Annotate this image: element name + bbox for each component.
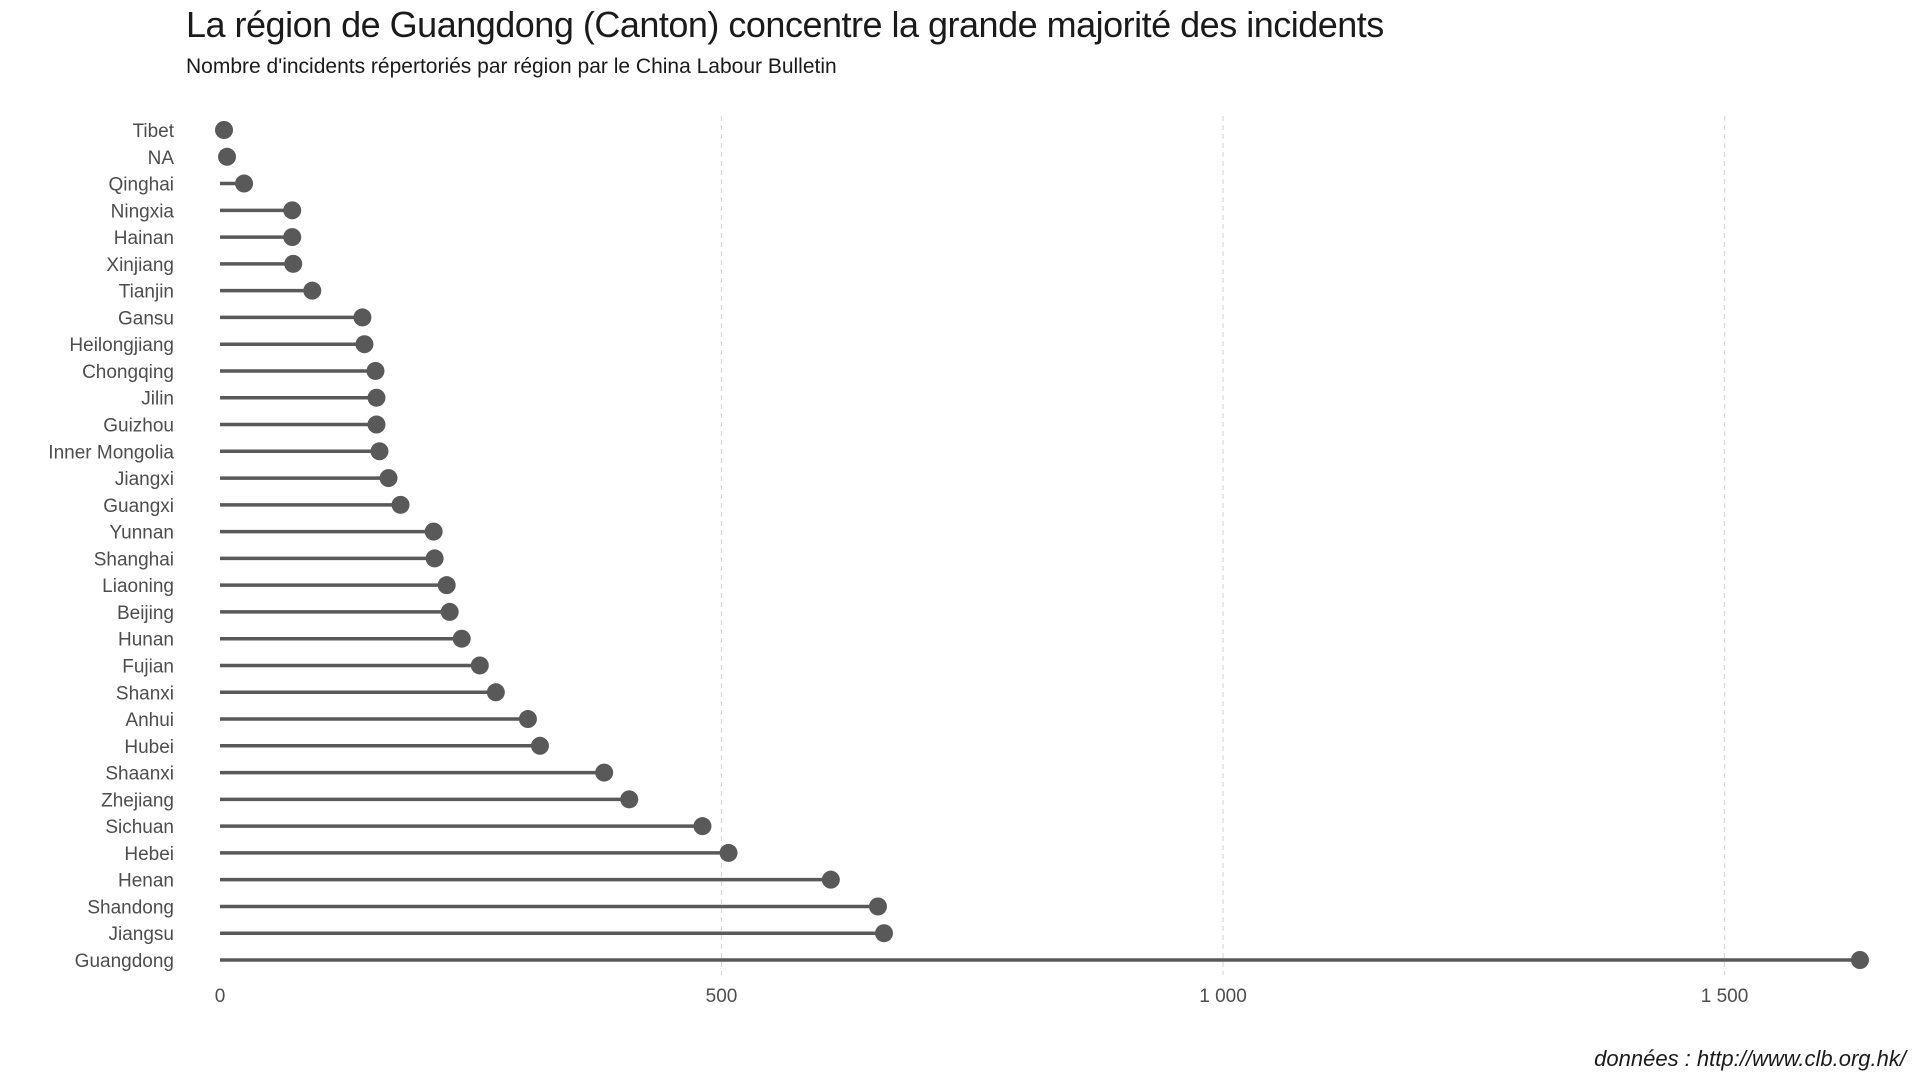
lollipop-point <box>367 415 386 434</box>
lollipop-point <box>868 897 887 916</box>
category-label: Guizhou <box>103 416 174 437</box>
category-label: Gansu <box>118 308 174 329</box>
category-label: Jiangsu <box>109 924 175 945</box>
x-axis-ticks: 0 500 1 000 1 500 <box>215 986 1749 1007</box>
category-label: Zhejiang <box>101 790 174 811</box>
chart-caption: données : http://www.clb.org.hk/ <box>1594 1046 1906 1071</box>
lollipop-point <box>370 442 389 461</box>
category-label: Jilin <box>141 389 174 410</box>
lollipop-point <box>1850 951 1869 969</box>
lollipop-point <box>218 147 237 166</box>
lollipop-point <box>391 495 410 514</box>
category-label: Shandong <box>87 897 174 918</box>
category-label: Chongqing <box>82 362 174 383</box>
lollipop-point <box>379 469 398 488</box>
category-label: Qinghai <box>109 175 175 196</box>
x-tick-label: 1 000 <box>1199 986 1247 1007</box>
category-label: Liaoning <box>102 576 174 597</box>
lollipop-point <box>470 656 489 675</box>
lollipop-point <box>595 763 614 782</box>
lollipop-point <box>424 522 443 541</box>
lollipop-point <box>353 308 372 327</box>
x-tick-label: 500 <box>706 986 738 1007</box>
lollipop-point <box>437 576 456 595</box>
category-label: Shaanxi <box>105 764 174 785</box>
category-label: NA <box>148 148 175 169</box>
category-label: Hainan <box>114 228 174 249</box>
category-label: Tibet <box>132 121 174 142</box>
lollipop-point <box>440 602 459 621</box>
category-label: Sichuan <box>105 817 174 838</box>
x-tick-label: 1 500 <box>1701 986 1749 1007</box>
lollipop-point <box>355 335 374 354</box>
lollipop-point <box>283 201 302 220</box>
category-label: Jiangxi <box>115 469 174 490</box>
lollipop-point <box>367 388 386 407</box>
chart-subtitle: Nombre d'incidents répertoriés par régio… <box>186 55 837 78</box>
category-label: Hebei <box>124 844 174 865</box>
lollipop-point <box>235 174 254 193</box>
lollipop-point <box>486 683 505 702</box>
lollipop-point <box>425 549 444 568</box>
category-label: Hunan <box>118 630 174 651</box>
lollipop-point <box>821 870 840 889</box>
category-label: Guangdong <box>75 951 174 972</box>
lollipop-point <box>283 228 302 247</box>
category-label: Xinjiang <box>106 255 174 276</box>
grid-lines <box>720 116 1726 975</box>
x-tick-label: 0 <box>215 986 226 1007</box>
lollipop-point <box>215 121 234 139</box>
lollipop-point <box>530 736 549 755</box>
category-label: Shanghai <box>94 549 174 570</box>
category-label: Beijing <box>117 603 174 624</box>
lollipop-point <box>875 924 894 943</box>
category-label: Tianjin <box>119 282 174 303</box>
lollipop-point <box>303 281 322 300</box>
category-label: Inner Mongolia <box>48 442 174 463</box>
lollipop-marks <box>215 121 1869 969</box>
category-label: Ningxia <box>111 201 175 222</box>
category-label: Shanxi <box>116 683 174 704</box>
lollipop-point <box>452 629 471 648</box>
lollipop-point <box>366 361 385 380</box>
chart-title: La région de Guangdong (Canton) concentr… <box>186 4 1384 45</box>
lollipop-point <box>693 817 712 836</box>
lollipop-point <box>284 254 303 273</box>
category-label: Fujian <box>122 656 174 677</box>
category-label: Hubei <box>124 737 174 758</box>
lollipop-point <box>518 710 537 729</box>
category-label: Henan <box>118 871 174 892</box>
category-labels: Tibet NA Qinghai Ningxia Hainan Xinjiang Tianj… <box>48 121 174 972</box>
lollipop-point <box>620 790 639 809</box>
category-label: Anhui <box>125 710 174 731</box>
category-label: Guangxi <box>103 496 174 517</box>
category-label: Yunnan <box>110 523 174 544</box>
category-label: Heilongjiang <box>69 335 174 356</box>
lollipop-point <box>719 843 738 862</box>
